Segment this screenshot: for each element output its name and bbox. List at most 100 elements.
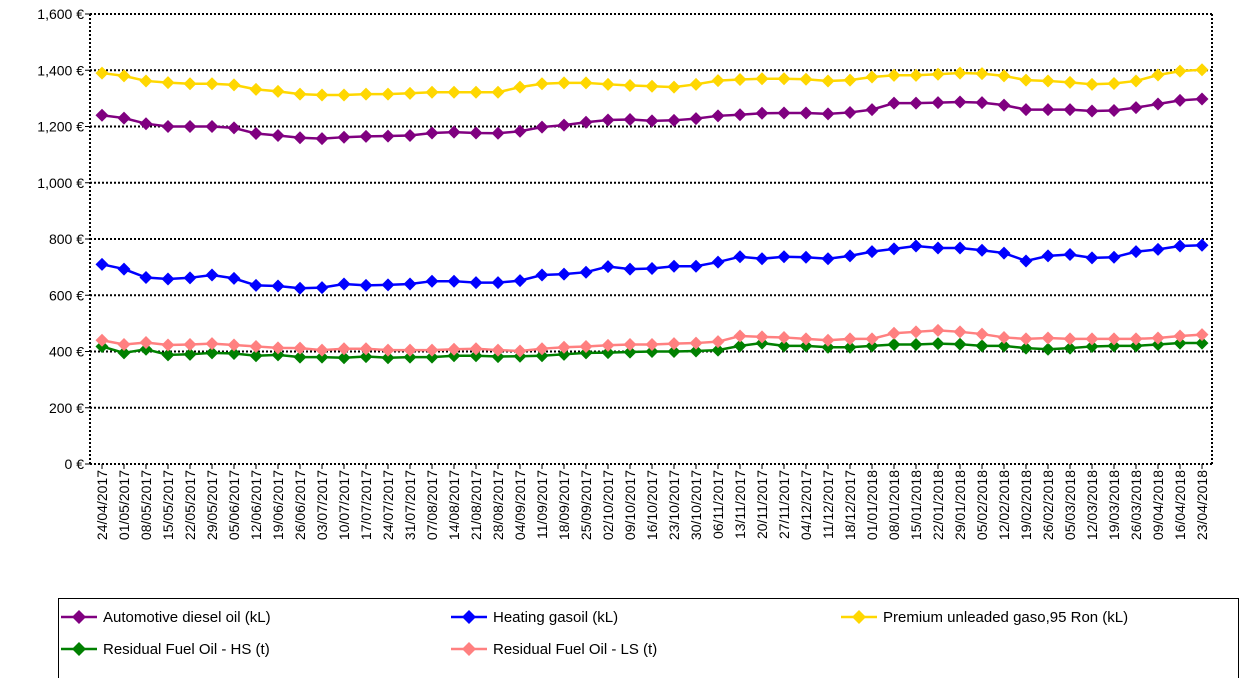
data-point — [227, 78, 241, 92]
data-point — [667, 259, 681, 273]
data-point — [865, 103, 879, 117]
data-point — [667, 337, 681, 351]
data-point — [1041, 331, 1055, 345]
data-point — [227, 271, 241, 285]
data-point — [733, 73, 747, 87]
data-point — [557, 267, 571, 281]
data-point — [623, 262, 637, 276]
data-point — [1173, 64, 1187, 78]
x-tick-label: 16/10/2017 — [644, 470, 660, 540]
data-point — [117, 337, 131, 351]
data-point — [1063, 341, 1077, 355]
data-point — [1129, 332, 1143, 346]
data-point — [161, 348, 175, 362]
series-2 — [95, 238, 1209, 295]
data-point — [337, 351, 351, 365]
data-point — [1041, 249, 1055, 263]
data-point — [1019, 254, 1033, 268]
data-point — [469, 342, 483, 356]
x-tick-label: 15/01/2018 — [908, 470, 924, 540]
data-point — [1195, 238, 1209, 252]
data-point — [733, 108, 747, 122]
data-point — [1063, 247, 1077, 261]
x-tick-label: 11/09/2017 — [534, 470, 550, 539]
data-point — [645, 345, 659, 358]
data-point — [1129, 101, 1143, 115]
data-point — [1173, 329, 1187, 343]
data-point — [491, 126, 505, 140]
data-point — [249, 82, 263, 96]
data-point — [271, 348, 285, 362]
x-tick-label: 12/06/2017 — [248, 470, 264, 540]
data-point — [557, 340, 571, 354]
data-point — [117, 346, 131, 360]
data-point — [425, 343, 439, 357]
data-point — [139, 117, 153, 131]
data-point — [403, 350, 417, 364]
y-tick-label: 1,400 € — [37, 62, 84, 78]
data-point — [403, 86, 417, 100]
data-point — [821, 252, 835, 266]
x-tick-label: 08/01/2018 — [886, 470, 902, 540]
legend-swatch — [61, 642, 97, 656]
data-point — [755, 106, 769, 120]
x-tick-label: 05/02/2018 — [974, 470, 990, 540]
data-point — [293, 87, 307, 101]
y-tick-label: 1,200 € — [37, 119, 84, 135]
data-point — [1019, 341, 1033, 355]
data-point — [1063, 103, 1077, 117]
x-axis-tick-labels: 24/04/2017 01/05/2017 08/05/2017 15/05/2017… — [94, 470, 1210, 540]
data-point — [711, 109, 725, 123]
data-point — [513, 80, 527, 94]
y-tick-label: 1,000 € — [37, 175, 84, 191]
data-point — [1085, 251, 1099, 265]
x-tick-label: 01/05/2017 — [116, 470, 132, 540]
data-point — [535, 268, 549, 282]
data-point — [843, 249, 857, 263]
x-tick-label: 26/03/2018 — [1128, 470, 1144, 540]
data-point — [1151, 68, 1165, 82]
data-point — [359, 350, 373, 364]
data-point — [205, 346, 219, 360]
data-point — [359, 342, 373, 356]
data-point — [645, 262, 659, 276]
data-point — [337, 342, 351, 356]
data-point — [645, 337, 659, 351]
x-tick-label: 12/03/2018 — [1084, 470, 1100, 540]
data-point — [95, 66, 109, 80]
data-point — [117, 111, 131, 125]
data-point — [1173, 93, 1187, 107]
y-axis-tick-labels: 0 € 200 € 400 € 600 € 800 € 1,000 € 1,200 € 1,4… — [37, 6, 84, 472]
data-point — [755, 330, 769, 344]
data-point — [337, 130, 351, 144]
data-point — [1151, 331, 1165, 345]
data-point — [799, 250, 813, 264]
data-point — [975, 243, 989, 257]
x-tick-label: 07/08/2017 — [424, 470, 440, 540]
data-point — [293, 341, 307, 355]
x-tick-label: 18/09/2017 — [556, 470, 572, 540]
data-point — [1195, 92, 1209, 106]
data-point — [117, 262, 131, 276]
data-point — [139, 74, 153, 88]
data-point — [755, 72, 769, 86]
x-tick-label: 19/03/2018 — [1106, 470, 1122, 540]
data-point — [95, 333, 109, 347]
data-point — [601, 77, 615, 91]
data-point — [799, 106, 813, 120]
data-point — [1129, 339, 1143, 353]
data-point — [1085, 104, 1099, 118]
data-point — [425, 126, 439, 140]
data-point — [623, 112, 637, 126]
data-point — [821, 333, 835, 347]
data-point — [227, 346, 241, 360]
data-point — [205, 120, 219, 133]
data-point — [183, 271, 197, 285]
data-point — [293, 131, 307, 145]
data-point — [997, 246, 1011, 260]
legend-swatch — [451, 642, 487, 656]
data-point — [315, 88, 329, 102]
x-tick-label: 25/09/2017 — [578, 470, 594, 540]
data-point — [799, 72, 813, 86]
data-point — [579, 339, 593, 353]
